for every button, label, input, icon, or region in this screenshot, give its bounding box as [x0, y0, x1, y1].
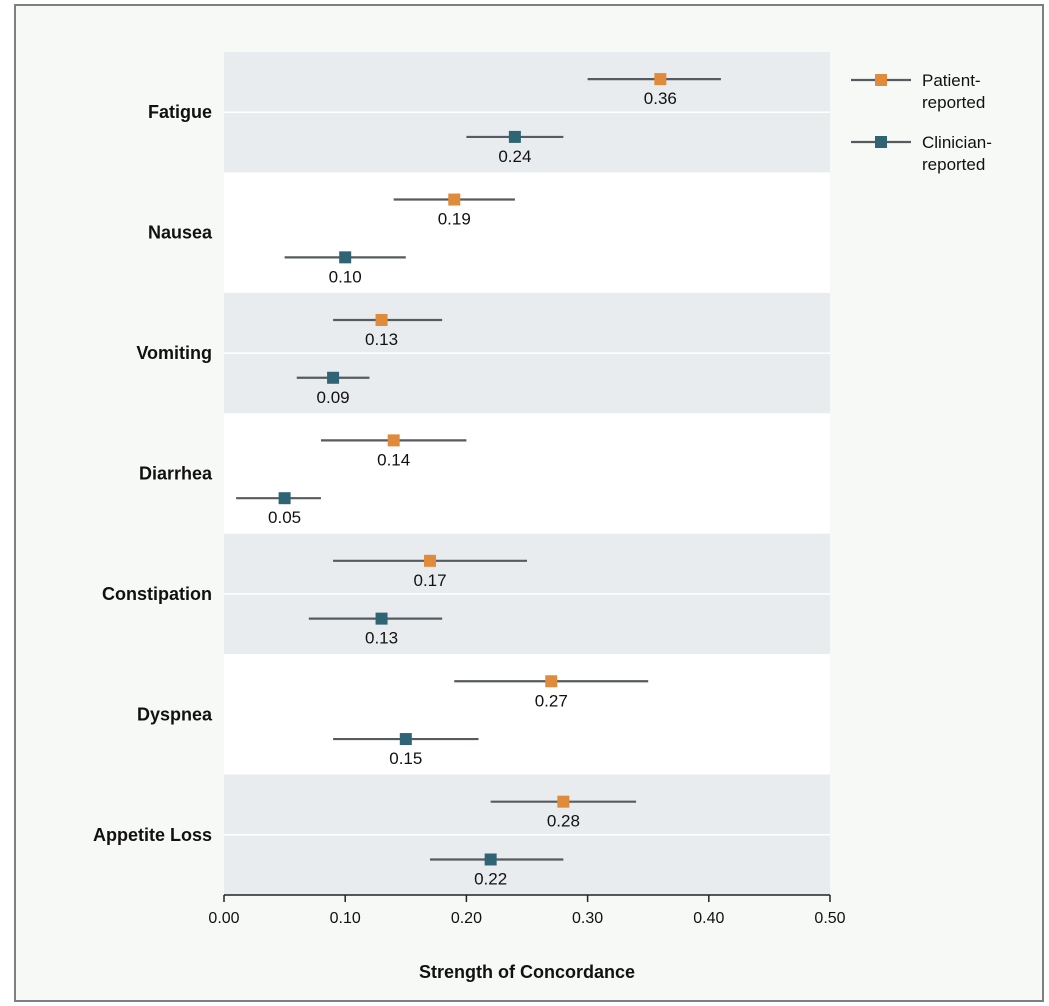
x-tick-label: 0.50	[814, 910, 845, 927]
point-marker	[448, 193, 461, 206]
point-marker	[545, 675, 558, 688]
point-marker	[508, 130, 521, 143]
point-marker	[327, 371, 340, 384]
category-label: Vomiting	[136, 343, 212, 363]
value-label: 0.15	[389, 749, 422, 768]
category-label: Fatigue	[148, 102, 212, 122]
category-labels: Fatigue Nausea Vomiting Diarrhea Constipatio…	[93, 102, 213, 845]
point-marker	[339, 251, 352, 264]
category-bands	[224, 52, 830, 895]
point-marker	[557, 795, 570, 808]
legend-item: Patient-reported	[851, 71, 985, 112]
point-marker	[424, 554, 437, 567]
x-axis: 0.00 0.10 0.20 0.30 0.40 0.50	[208, 894, 846, 927]
category-label: Appetite Loss	[93, 825, 212, 845]
value-label: 0.13	[365, 330, 398, 349]
chart-frame: Fatigue Nausea Vomiting Diarrhea Constipatio…	[14, 4, 1044, 1002]
legend-swatch	[875, 74, 887, 86]
value-label: 0.36	[644, 89, 677, 108]
legend-label: Clinician-	[922, 133, 992, 152]
value-label: 0.27	[535, 691, 568, 710]
category-label: Diarrhea	[139, 464, 213, 484]
value-label: 0.19	[438, 210, 471, 229]
value-label: 0.13	[365, 629, 398, 648]
value-label: 0.24	[498, 147, 531, 166]
legend-swatch	[875, 136, 887, 148]
point-marker	[375, 313, 388, 326]
legend-label: reported	[922, 93, 985, 112]
point-marker	[278, 492, 291, 505]
data-marks: 0.36 0.19 0.13 0.14 0.17 0.27 0.28 0.24 0.10 0.09…	[236, 73, 721, 888]
category-label: Constipation	[102, 584, 212, 604]
point-marker	[399, 733, 412, 746]
x-tick-label: 0.40	[693, 910, 724, 927]
x-tick-label: 0.30	[572, 910, 603, 927]
value-label: 0.05	[268, 508, 301, 527]
value-label: 0.09	[317, 388, 350, 407]
value-label: 0.10	[329, 267, 362, 286]
forest-plot: Fatigue Nausea Vomiting Diarrhea Constipatio…	[93, 52, 992, 982]
legend-label: reported	[922, 155, 985, 174]
value-label: 0.14	[377, 450, 410, 469]
category-label: Dyspnea	[137, 704, 213, 724]
x-tick-label: 0.10	[330, 910, 361, 927]
value-label: 0.22	[474, 869, 507, 888]
x-tick-label: 0.20	[451, 910, 482, 927]
x-tick-label: 0.00	[208, 910, 239, 927]
category-label: Nausea	[148, 223, 213, 243]
value-label: 0.28	[547, 812, 580, 831]
point-marker	[484, 853, 497, 866]
x-axis-title: Strength of Concordance	[419, 962, 635, 982]
value-label: 0.17	[413, 571, 446, 590]
point-marker	[654, 73, 667, 86]
point-marker	[387, 434, 400, 447]
legend-item: Clinician-reported	[851, 133, 992, 174]
point-marker	[375, 612, 388, 625]
legend-label: Patient-	[922, 71, 981, 90]
